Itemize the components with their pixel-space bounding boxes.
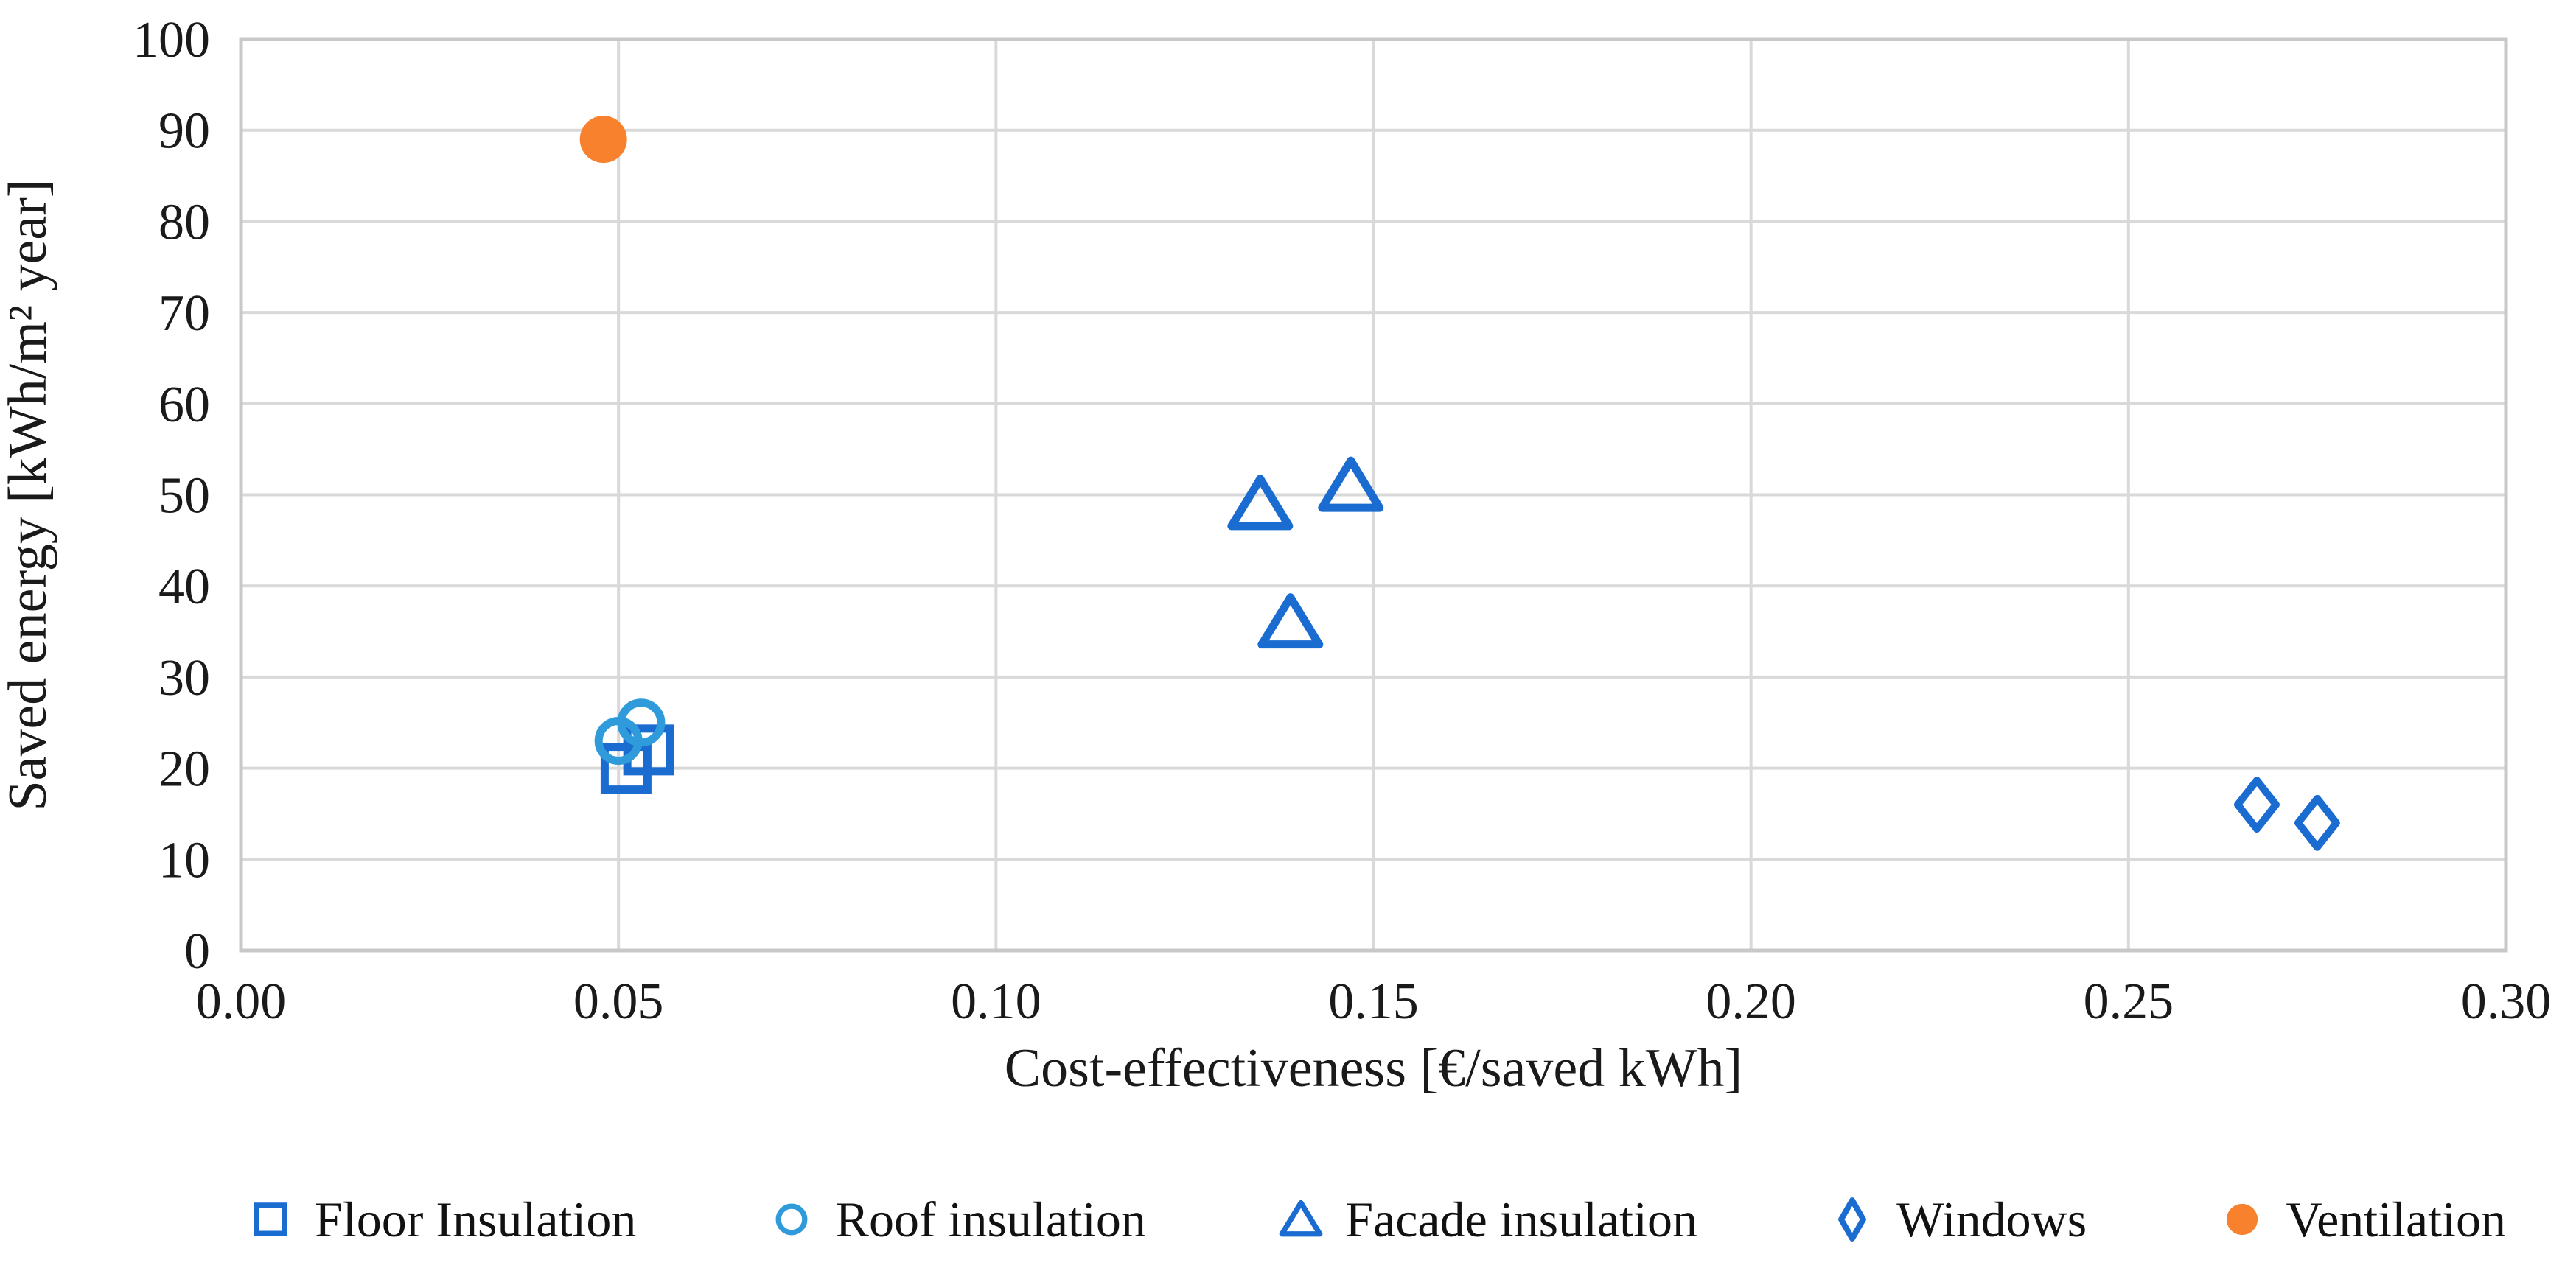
roof-insulation-legend-marker-icon — [775, 1203, 808, 1236]
circle-marker-icon — [775, 1203, 808, 1236]
square-marker-icon — [254, 1202, 287, 1236]
legend: Floor Insulation Roof insulation Facade in… — [241, 1176, 2506, 1263]
y-tick-label: 20 — [158, 741, 210, 798]
data-point-floor-insulation — [623, 724, 674, 776]
legend-item-roof-insulation: Roof insulation — [762, 1190, 1146, 1249]
x-tick-label: 0.25 — [2084, 973, 2174, 1030]
legend-label: Floor Insulation — [315, 1191, 637, 1247]
y-tick-label: 0 — [184, 923, 210, 980]
x-tick-label: 0.20 — [1706, 973, 1796, 1030]
data-point-windows — [2294, 794, 2340, 851]
y-tick-label: 30 — [158, 650, 210, 707]
x-tick-label: 0.30 — [2461, 973, 2552, 1030]
legend-label: Roof insulation — [835, 1191, 1146, 1247]
legend-label: Windows — [1896, 1191, 2087, 1247]
series-ventilation — [579, 116, 627, 164]
y-axis-title: Saved energy [kWh/m² year] — [0, 179, 58, 810]
y-tick-label: 60 — [158, 377, 210, 433]
legend-item-ventilation: Ventilation — [2213, 1190, 2506, 1249]
legend-item-facade-insulation: Facade insulation — [1271, 1190, 1697, 1249]
windows-legend-marker-icon — [1838, 1197, 1867, 1242]
facade-insulation-legend-marker-icon — [1279, 1200, 1323, 1237]
data-point-roof-insulation — [617, 698, 666, 747]
series-roof-insulation — [594, 698, 666, 765]
legend-item-floor-insulation: Floor Insulation — [241, 1190, 636, 1249]
y-tick-label: 100 — [133, 12, 210, 69]
ventilation-legend-marker-icon — [2226, 1203, 2258, 1236]
y-tick-label: 70 — [158, 285, 210, 342]
x-tick-label: 0.00 — [196, 973, 287, 1030]
x-tick-label: 0.10 — [951, 973, 1041, 1030]
data-point-facade-insulation — [1257, 593, 1324, 649]
data-point-ventilation — [579, 116, 627, 164]
x-tick-label: 0.05 — [573, 973, 664, 1030]
data-point-windows — [2233, 777, 2280, 833]
y-tick-label: 90 — [158, 103, 210, 160]
series-floor-insulation — [600, 724, 674, 794]
legend-item-windows: Windows — [1823, 1190, 2087, 1249]
tick-layer: 0 10 20 30 40 50 60 70 80 90 100 0.00 0.05 0.10 0.15 0.… — [133, 12, 2551, 1030]
marker-layer — [579, 116, 2340, 851]
y-tick-label: 80 — [158, 194, 210, 251]
legend-label: Facade insulation — [1345, 1191, 1697, 1247]
y-tick-label: 50 — [158, 468, 210, 525]
floor-insulation-legend-marker-icon — [254, 1202, 287, 1236]
plot-border — [239, 37, 2508, 953]
data-point-facade-insulation — [1227, 475, 1294, 531]
diamond-marker-icon — [1838, 1197, 1867, 1242]
legend-label: Ventilation — [2286, 1191, 2506, 1247]
x-axis-title: Cost-effectiveness [€/saved kWh] — [1004, 1038, 1743, 1099]
series-windows — [2233, 777, 2340, 851]
x-tick-label: 0.15 — [1328, 973, 1419, 1030]
data-point-facade-insulation — [1318, 456, 1384, 512]
triangle-marker-icon — [1279, 1200, 1323, 1237]
filled-circle-marker-icon — [2226, 1203, 2258, 1236]
y-tick-label: 40 — [158, 559, 210, 615]
series-facade-insulation — [1227, 456, 1384, 649]
y-tick-label: 10 — [158, 832, 210, 889]
